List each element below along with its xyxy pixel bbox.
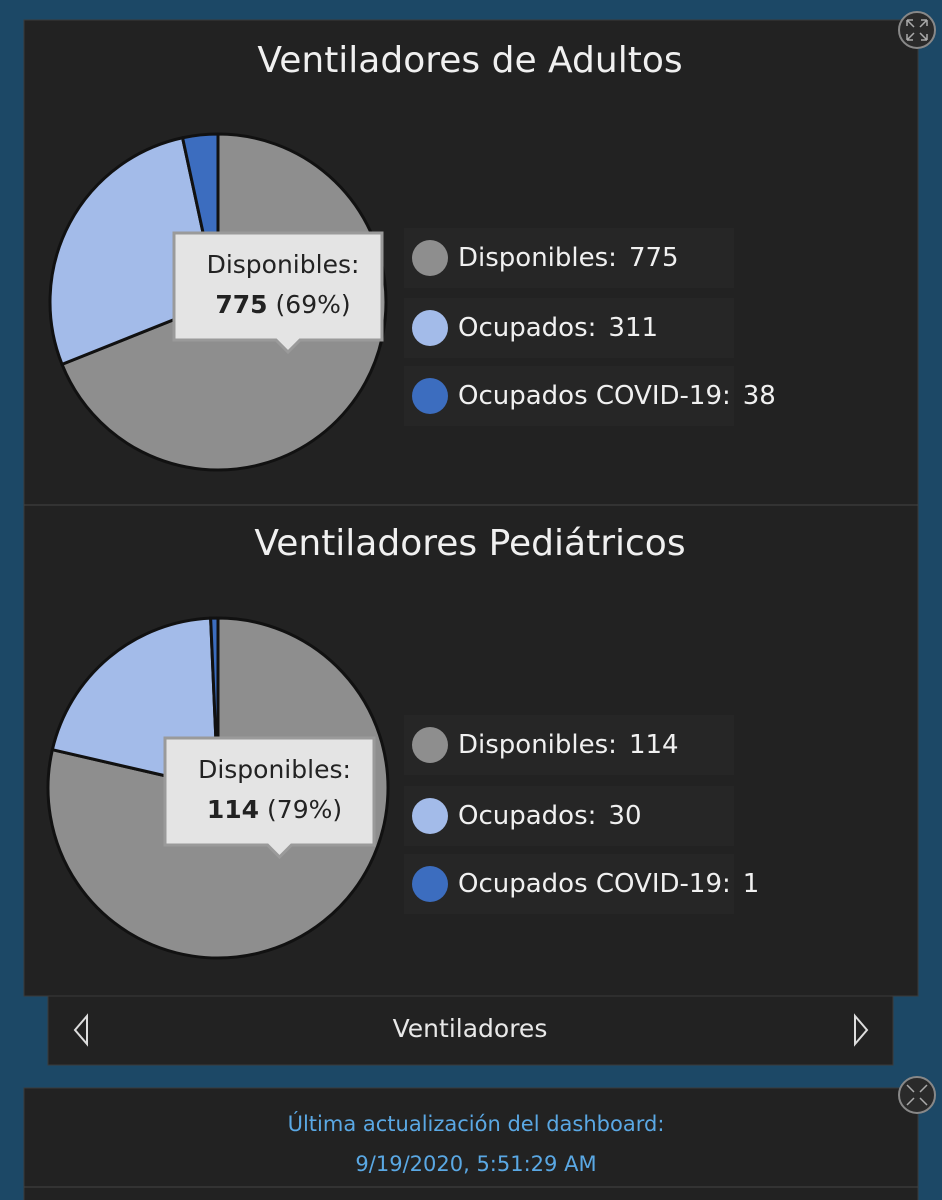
legend-label: Disponibles: [458, 730, 617, 760]
legend-entry: Ocupados COVID-19: 38 [458, 381, 776, 411]
tooltip-value: 114 (79%) [207, 795, 342, 824]
tooltip-share: (79%) [267, 795, 342, 824]
legend-entry: Ocupados: 30 [458, 801, 642, 831]
legend-value: 30 [608, 801, 641, 831]
tooltip [163, 736, 376, 860]
tooltip [172, 231, 384, 355]
legend-swatch [412, 378, 448, 414]
nav-label: Ventiladores [393, 1014, 548, 1043]
legend-entry: Ocupados: 311 [458, 313, 658, 343]
legend-entry: Disponibles: 775 [458, 243, 679, 273]
legend-entry: Disponibles: 114 [458, 730, 679, 760]
prev-button[interactable] [73, 1013, 88, 1047]
legend-bg [404, 786, 734, 846]
footer-panel [23, 1087, 919, 1200]
legend-value: 38 [743, 381, 776, 411]
tooltip-number: 775 [215, 290, 267, 319]
legend-bg [404, 228, 734, 288]
legend-swatch [412, 310, 448, 346]
legend-value: 775 [629, 243, 679, 273]
legend-swatch [412, 240, 448, 276]
legend-bg [404, 715, 734, 775]
tooltip-label: Disponibles: [198, 755, 351, 784]
legend-label: Disponibles: [458, 243, 617, 273]
legend-label: Ocupados: [458, 313, 596, 343]
legend-bg [404, 854, 734, 914]
legend-label: Ocupados: [458, 801, 596, 831]
tooltip-value: 775 (69%) [215, 290, 350, 319]
legend-value: 114 [629, 730, 679, 760]
legend-entry: Ocupados COVID-19: 1 [458, 869, 759, 899]
expand-button[interactable] [898, 1076, 936, 1114]
legend-value: 1 [743, 869, 760, 899]
legend-bg [404, 366, 734, 426]
nav-bar [47, 995, 894, 1066]
legend-swatch [412, 798, 448, 834]
legend-swatch [412, 866, 448, 902]
footer-line: Última actualización del dashboard: [288, 1111, 665, 1136]
expand-button[interactable] [898, 11, 936, 49]
legend-label: Ocupados COVID-19: [458, 869, 731, 899]
next-button[interactable] [854, 1013, 869, 1047]
legend-value: 311 [608, 313, 658, 343]
tooltip-share: (69%) [276, 290, 351, 319]
chart-title: Ventiladores Pediátricos [254, 523, 685, 564]
footer-line: 9/19/2020, 5:51:29 AM [355, 1152, 596, 1176]
tooltip-number: 114 [207, 795, 259, 824]
legend-bg [404, 298, 734, 358]
tooltip-label: Disponibles: [207, 250, 360, 279]
legend-swatch [412, 727, 448, 763]
chart-title: Ventiladores de Adultos [257, 40, 682, 81]
legend-label: Ocupados COVID-19: [458, 381, 731, 411]
